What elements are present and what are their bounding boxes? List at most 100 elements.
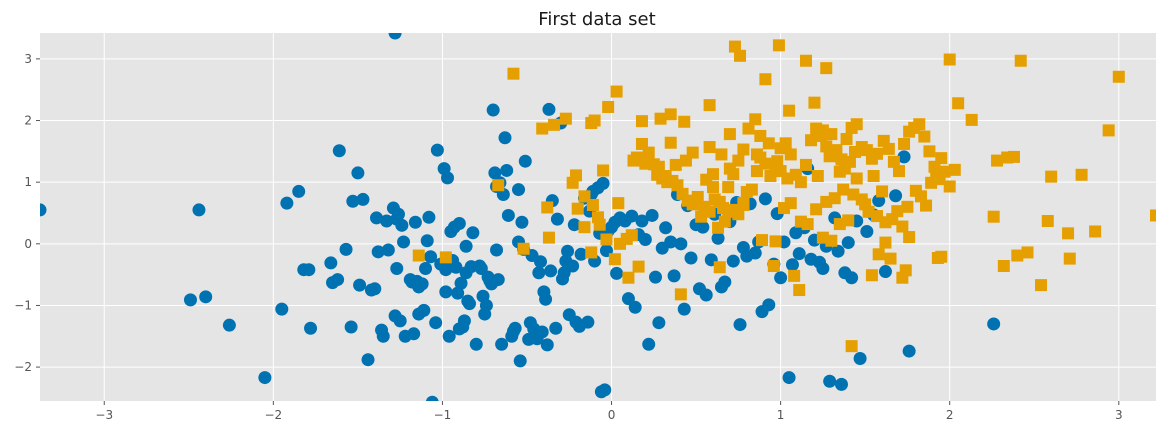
series-1-circle-point — [823, 374, 837, 388]
series-1-circle-point — [774, 271, 788, 285]
series-2-square-point — [876, 185, 889, 198]
series-1-circle-point — [280, 196, 294, 210]
series-1-circle-point — [381, 243, 395, 257]
series-1-circle-point — [454, 276, 468, 290]
series-1-circle-point — [853, 351, 867, 365]
series-2-square-point — [920, 199, 933, 212]
series-2-square-point — [1112, 70, 1125, 83]
series-1-circle-point — [222, 318, 236, 332]
series-2-square-point — [627, 154, 640, 167]
series-1-circle-point — [567, 218, 581, 232]
series-1-circle-point — [726, 254, 740, 268]
series-1-circle-point — [442, 329, 456, 343]
series-1-circle-point — [860, 224, 874, 238]
series-2-square-point — [882, 142, 895, 155]
series-1-circle-point — [782, 371, 796, 385]
axis-ticks: −3 −2 −1 0 1 2 3 −2 −1 0 1 2 3 — [14, 52, 1122, 422]
series-2-square-point — [1102, 124, 1115, 137]
series-1-circle-point — [331, 273, 345, 287]
series-2-square-point — [849, 145, 862, 158]
series-1-circle-point — [390, 261, 404, 275]
series-1-circle-point — [878, 265, 892, 279]
series-2-square-point — [759, 157, 772, 170]
series-2-square-point — [664, 136, 677, 149]
y-tick-label: 2 — [24, 114, 32, 128]
series-1-circle-point — [451, 286, 465, 300]
series-2-square-point — [896, 271, 909, 284]
series-2-square-point — [913, 118, 926, 131]
series-2-square-point — [695, 210, 708, 223]
series-2-square-point — [750, 148, 763, 161]
series-2-square-point — [784, 197, 797, 210]
series-2-square-point — [879, 236, 892, 249]
series-2-square-point — [779, 137, 792, 150]
series-2-square-point — [1021, 246, 1034, 259]
series-1-circle-point — [542, 102, 556, 116]
series-1-circle-point — [393, 314, 407, 328]
series-2-square-point — [728, 40, 741, 53]
series-1-circle-point — [192, 203, 206, 217]
series-2-square-point — [805, 134, 818, 147]
series-2-square-point — [903, 231, 916, 244]
series-2-square-point — [597, 164, 610, 177]
series-2-square-point — [659, 170, 672, 183]
series-2-square-point — [727, 168, 740, 181]
series-2-square-point — [542, 231, 555, 244]
series-1-circle-point — [544, 264, 558, 278]
series-2-square-point — [754, 129, 767, 142]
series-2-square-point — [536, 122, 549, 135]
series-1-circle-point — [534, 255, 548, 269]
x-tick-label: 1 — [777, 408, 785, 422]
series-1-circle-point — [346, 194, 360, 208]
series-2-square-point — [1150, 209, 1156, 222]
series-1-circle-point — [677, 302, 691, 316]
series-2-square-point — [871, 147, 883, 160]
series-2-square-point — [771, 155, 784, 168]
x-tick-label: −1 — [434, 408, 452, 422]
series-2-square-point — [901, 200, 914, 213]
series-1-circle-point — [518, 154, 532, 168]
series-2-square-point — [737, 197, 750, 210]
series-2-square-point — [799, 54, 812, 67]
series-2-square-point — [541, 201, 554, 214]
series-2-square-point — [723, 128, 736, 141]
series-2-square-point — [678, 115, 691, 128]
series-2-square-point — [943, 53, 956, 66]
series-1-circle-point — [424, 250, 438, 264]
series-2-square-point — [923, 145, 936, 158]
series-1-circle-point — [638, 232, 652, 246]
series-2-square-point — [799, 158, 812, 171]
series-2-square-point — [1035, 279, 1048, 292]
series-2-square-point — [816, 124, 829, 137]
series-2-square-point — [612, 197, 625, 210]
series-1-circle-point — [831, 244, 845, 258]
x-tick-label: 0 — [608, 408, 616, 422]
series-2-square-point — [930, 168, 943, 181]
series-2-square-point — [639, 157, 652, 170]
series-2-square-point — [952, 97, 965, 110]
series-2-square-point — [679, 154, 692, 167]
series-1-circle-point — [380, 214, 394, 228]
series-1-circle-point — [897, 150, 911, 164]
x-tick-label: −3 — [95, 408, 113, 422]
series-2-square-point — [914, 190, 927, 203]
series-1-circle-point — [762, 298, 776, 312]
series-2-square-point — [1041, 215, 1054, 228]
series-2-square-point — [850, 172, 863, 185]
series-1-circle-point — [353, 278, 367, 292]
series-1-circle-point — [339, 242, 353, 256]
series-1-circle-point — [610, 266, 624, 280]
series-2-square-point — [669, 158, 682, 171]
series-2-square-point — [820, 62, 833, 75]
series-2-square-point — [781, 172, 794, 185]
series-2-square-point — [842, 214, 855, 227]
series-1-circle-point — [598, 383, 612, 397]
series-1-circle-point — [532, 266, 546, 280]
series-2-square-point — [1089, 225, 1102, 238]
series-1-circle-point — [469, 337, 483, 351]
series-1-circle-point — [417, 303, 431, 317]
series-1-circle-point — [845, 271, 859, 285]
series-2-square-point — [887, 155, 900, 168]
series-1-circle-point — [635, 214, 649, 228]
